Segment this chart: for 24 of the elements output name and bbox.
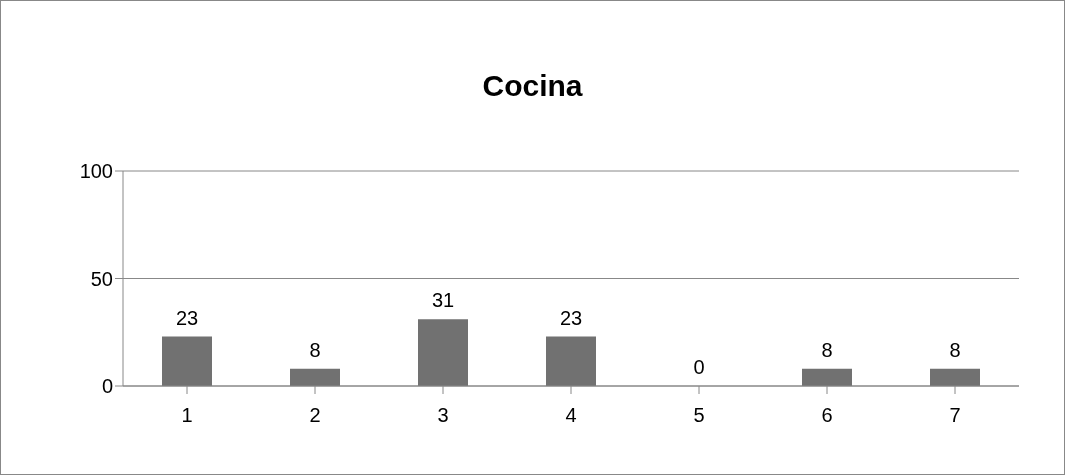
data-label: 23 [559, 306, 583, 329]
y-tick-label: 100 [79, 160, 113, 183]
chart-title: Cocina [481, 69, 584, 103]
bar [802, 368, 852, 386]
x-tick-label: 1 [181, 404, 193, 427]
data-label: 31 [431, 289, 455, 312]
bar [930, 368, 980, 386]
bar [162, 336, 212, 386]
bar [290, 368, 340, 386]
data-label: 23 [175, 306, 199, 329]
x-tick-label: 4 [565, 404, 577, 427]
data-label: 8 [949, 338, 961, 361]
x-tick-label: 2 [309, 404, 321, 427]
y-tick-label: 50 [90, 267, 113, 290]
x-tick-label: 6 [821, 404, 833, 427]
data-label: 8 [821, 338, 833, 361]
data-label: 8 [309, 338, 321, 361]
data-label: 0 [693, 356, 705, 378]
x-tick-label: 5 [693, 404, 705, 427]
bar [546, 336, 596, 386]
y-tick-label: 0 [101, 375, 113, 398]
x-tick-label: 7 [949, 404, 961, 427]
bar [418, 319, 468, 386]
x-tick-label: 3 [437, 404, 449, 427]
